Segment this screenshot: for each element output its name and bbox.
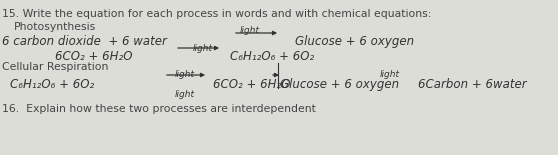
Text: 6 carbon dioxide  + 6 water: 6 carbon dioxide + 6 water [2,35,167,48]
Text: light: light [240,26,260,35]
Text: Cellular Respiration: Cellular Respiration [2,62,108,72]
Text: Glucose + 6 oxygen: Glucose + 6 oxygen [295,35,414,48]
Text: Glucose + 6 oxygen: Glucose + 6 oxygen [280,78,399,91]
Text: C₆H₁₂O₆ + 6O₂: C₆H₁₂O₆ + 6O₂ [230,50,314,63]
Text: 15. Write the equation for each process in words and with chemical equations:: 15. Write the equation for each process … [2,9,431,19]
Text: light: light [175,90,195,99]
Text: 6Carbon + 6water: 6Carbon + 6water [418,78,527,91]
Text: 6CO₂ + 6H₂O: 6CO₂ + 6H₂O [213,78,291,91]
Text: Photosynthesis: Photosynthesis [14,22,96,32]
Text: light: light [193,44,213,53]
Text: light: light [175,70,195,79]
Text: 6CO₂ + 6H₂O: 6CO₂ + 6H₂O [55,50,132,63]
Text: light: light [380,70,400,79]
Text: C₆H₁₂O₆ + 6O₂: C₆H₁₂O₆ + 6O₂ [10,78,94,91]
Text: 16.  Explain how these two processes are interdependent: 16. Explain how these two processes are … [2,104,316,114]
